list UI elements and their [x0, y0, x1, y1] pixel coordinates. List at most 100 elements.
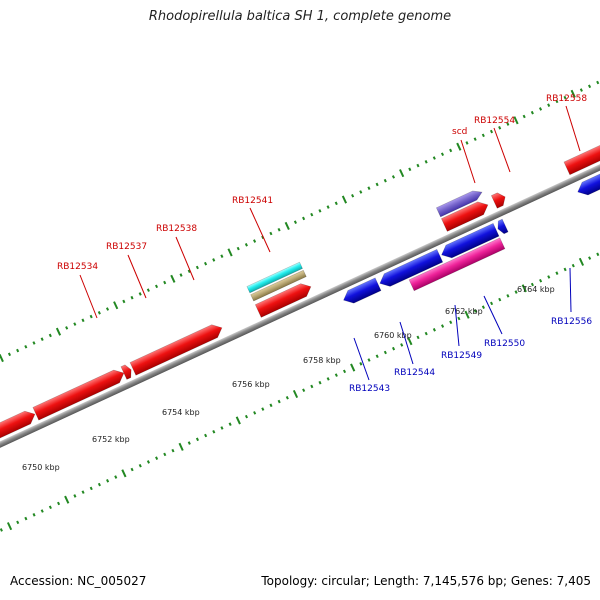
ruler-tick-forward [555, 99, 559, 104]
gene-arrow-reverse [577, 165, 600, 196]
ruler-tick-reverse [416, 335, 420, 340]
gene-arrow-forward [440, 201, 489, 232]
leader-line-reverse [399, 321, 414, 365]
ruler-tick-reverse [24, 516, 28, 521]
ruler-tick-reverse [6, 522, 13, 531]
ruler-tick-reverse [481, 305, 485, 309]
gene-label-reverse: RB12544 [394, 368, 435, 378]
gene-arrow-reverse [441, 222, 500, 259]
gene-label-forward: scd [452, 127, 467, 137]
ruler-tick-reverse [464, 310, 470, 319]
gene-arrow-reverse [379, 248, 444, 287]
ruler-tick-forward [236, 246, 240, 251]
ruler-tick-forward [334, 201, 338, 206]
ruler-tick-reverse [521, 284, 527, 293]
ruler-tick-forward [456, 142, 462, 151]
gene-label-forward: RB12537 [106, 242, 147, 252]
ruler-tick-forward [55, 327, 62, 336]
ruler-tick-label: 6762 kbp [445, 307, 483, 316]
ruler-tick-reverse [178, 442, 184, 451]
ruler-tick-forward [547, 103, 551, 107]
ruler-tick-reverse [530, 282, 534, 287]
accession-text: Accession: NC_005027 [10, 574, 147, 588]
ruler-tick-reverse [138, 463, 142, 468]
ruler-tick-reverse [441, 324, 445, 328]
ruler-tick-reverse [187, 441, 191, 445]
ruler-tick-forward [81, 318, 85, 323]
ruler-tick-forward [588, 84, 592, 89]
ruler-tick-reverse [392, 346, 396, 351]
ruler-tick-forward [530, 110, 534, 115]
ruler-tick-reverse [539, 278, 543, 283]
ruler-tick-forward [596, 80, 600, 85]
ruler-tick-reverse [171, 448, 175, 453]
leader-line-forward [175, 236, 195, 281]
ruler-tick-label: 6758 kbp [303, 356, 341, 365]
ruler-tick-reverse [302, 388, 306, 393]
ruler-tick-forward [383, 178, 387, 183]
ruler-tick-forward [513, 116, 519, 125]
gene-arrow-forward [490, 192, 506, 209]
genome-backbone [0, 127, 600, 485]
ruler-tick-forward [253, 239, 257, 243]
ruler-tick-reverse [334, 373, 338, 377]
leader-line-reverse [569, 267, 572, 313]
leader-line-forward [460, 139, 476, 184]
ruler-tick-reverse [596, 252, 600, 257]
gene-label-forward: RB12558 [546, 94, 587, 104]
ruler-tick-forward [179, 273, 183, 277]
ruler-tick-forward [416, 163, 420, 168]
leader-line-forward [79, 274, 98, 319]
ruler-tick-forward [65, 326, 69, 330]
gene-feature-tan [250, 269, 307, 302]
ruler-tick-reverse [0, 528, 3, 532]
ruler-tick-forward [220, 254, 224, 258]
ruler-tick-forward [24, 344, 28, 349]
leader-line-forward [493, 127, 511, 173]
ruler-tick-reverse [97, 482, 101, 487]
gene-label-reverse: RB12543 [349, 384, 390, 394]
genome-summary-text: Topology: circular; Length: 7,145,576 bp… [261, 574, 591, 588]
ruler-tick-reverse [383, 350, 387, 355]
ruler-tick-reverse [253, 411, 257, 415]
ruler-tick-forward [367, 186, 371, 190]
ruler-tick-forward [465, 141, 469, 145]
ruler-tick-reverse [16, 520, 20, 525]
ruler-tick-forward [440, 152, 445, 157]
ruler-tick-forward [424, 160, 428, 164]
ruler-tick-reverse [195, 437, 199, 442]
ruler-tick-reverse [64, 495, 70, 504]
ruler-tick-forward [7, 352, 12, 357]
ruler-tick-label: 6760 kbp [374, 331, 412, 340]
ruler-tick-forward [97, 311, 101, 315]
ruler-tick-reverse [588, 256, 592, 260]
ruler-tick-reverse [292, 389, 299, 399]
ruler-tick-reverse [106, 479, 110, 483]
ruler-tick-reverse [457, 316, 461, 321]
ruler-tick-forward [16, 348, 20, 353]
ruler-tick-reverse [121, 469, 127, 478]
ruler-tick-reverse [204, 433, 208, 438]
gene-label-forward: RB12541 [232, 196, 273, 206]
ruler-tick-reverse [400, 343, 404, 347]
gene-arrow-forward [254, 283, 312, 318]
gene-arrow-reverse [497, 218, 509, 235]
ruler-tick-forward [105, 307, 110, 311]
ruler-tick-label: 6754 kbp [162, 408, 200, 417]
leader-line-forward [565, 105, 581, 152]
ruler-tick-reverse [375, 354, 379, 359]
map-title: Rhodopirellula baltica SH 1, complete ge… [148, 9, 452, 24]
ruler-tick-forward [227, 248, 233, 257]
gene-label-forward: RB12534 [57, 262, 98, 272]
ruler-tick-reverse [350, 363, 356, 372]
ruler-tick-forward [277, 227, 281, 232]
ruler-tick-forward [408, 167, 412, 172]
ruler-tick-reverse [563, 267, 567, 272]
ruler-tick-forward [399, 169, 405, 178]
ruler-tick-forward [163, 280, 167, 285]
ruler-tick-reverse [130, 467, 134, 472]
ruler-tick-forward [122, 299, 126, 304]
ruler-tick-forward [204, 261, 208, 266]
